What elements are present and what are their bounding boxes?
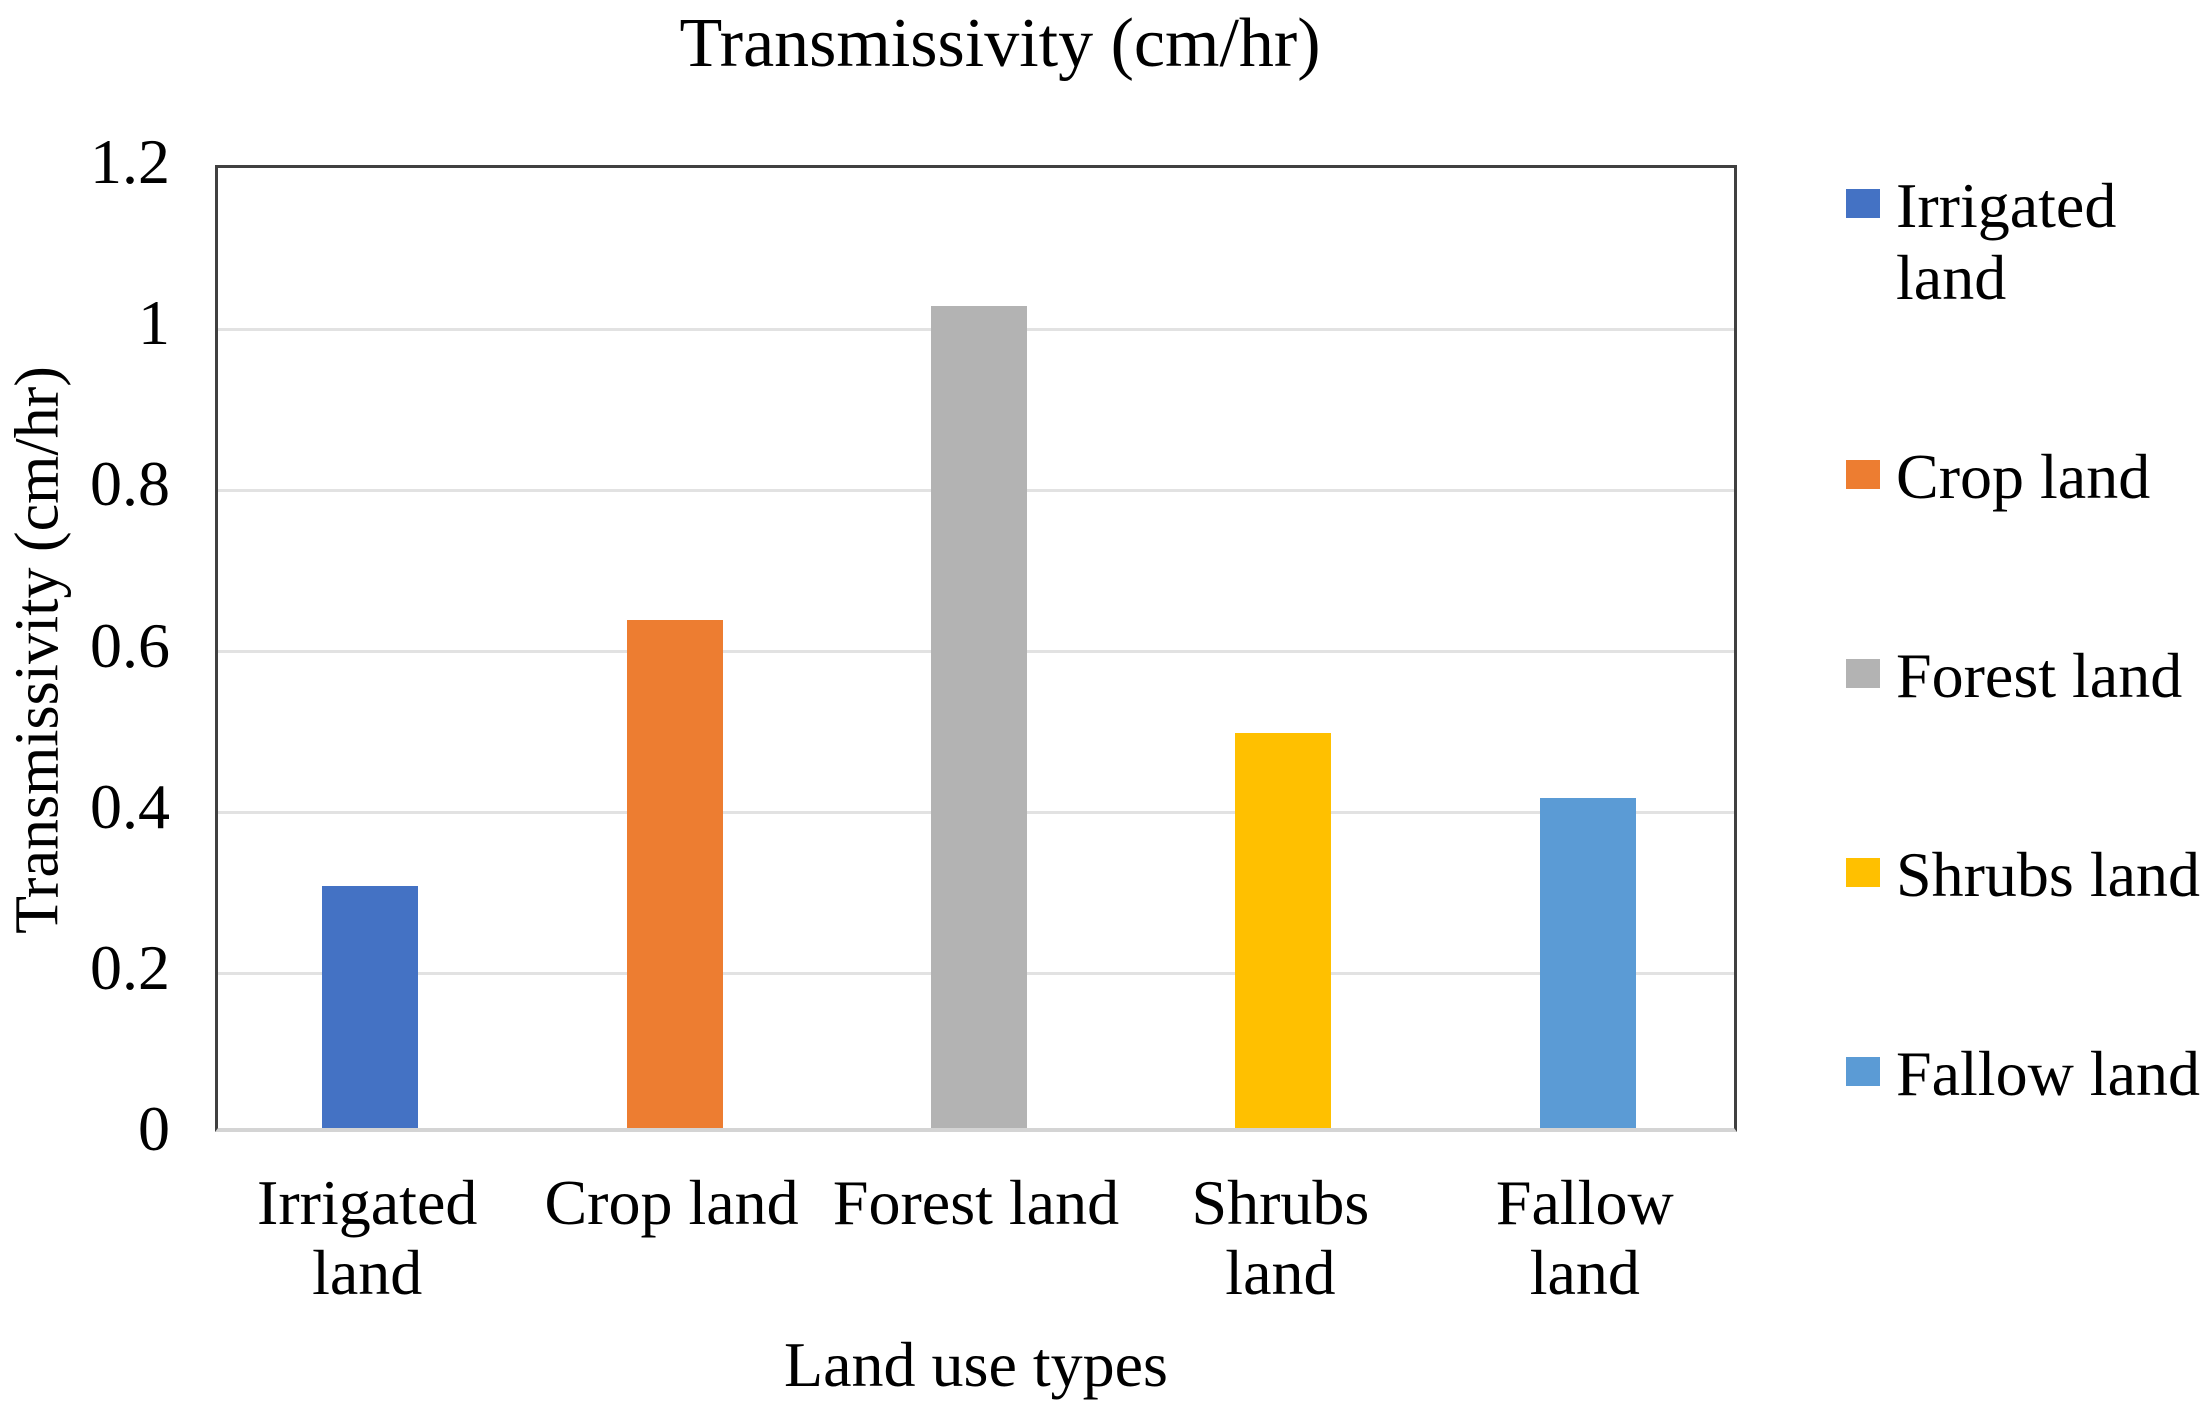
chart-title: Transmissivity (cm/hr) (679, 5, 1321, 82)
legend: Irrigated land Crop land Forest land Shrubs… (1846, 170, 2206, 1110)
bar-irrigated-land (322, 886, 419, 1128)
legend-marker-crop-land (1846, 459, 1880, 489)
x-axis-title: Land use types (784, 1329, 1168, 1400)
legend-label: Crop land (1896, 440, 2151, 512)
y-tick-label-0.6: 0.6 (90, 609, 170, 681)
legend-label: Shrubs land (1896, 839, 2200, 911)
y-tick-label-0.2: 0.2 (90, 931, 170, 1003)
bar-forest-land (931, 306, 1027, 1128)
y-tick-label-0.8: 0.8 (90, 448, 170, 520)
legend-entry-forest-land: Forest land (1846, 640, 2206, 712)
bar-fallow-land (1539, 797, 1636, 1128)
y-tick-label-1: 1 (138, 287, 170, 359)
legend-entry-crop-land: Crop land (1846, 441, 2206, 513)
x-tick-label-irrigated-land: Irrigated land (257, 1167, 478, 1309)
bar-crop-land (626, 620, 723, 1128)
y-tick-label-0.4: 0.4 (90, 770, 170, 842)
x-tick-label-fallow-land: Fallow land (1495, 1167, 1674, 1309)
legend-entry-fallow-land: Fallow land (1846, 1038, 2206, 1110)
y-tick-label-1.2: 1.2 (90, 126, 170, 198)
legend-entry-shrubs-land: Shrubs land (1846, 839, 2206, 911)
legend-marker-irrigated-land (1846, 189, 1880, 218)
x-tick-label-forest-land: Forest land (832, 1167, 1120, 1238)
legend-marker-shrubs-land (1846, 858, 1880, 888)
legend-entry-irrigated-land: Irrigated land (1846, 170, 2206, 313)
legend-marker-fallow-land (1846, 1057, 1880, 1087)
y-tick-label-0: 0 (138, 1093, 170, 1165)
legend-label: Irrigated land (1896, 170, 2117, 313)
x-tick-label-crop-land: Crop land (544, 1167, 799, 1238)
plot-area (215, 165, 1737, 1132)
x-tick-label-shrubs-land: Shrubs land (1191, 1167, 1370, 1309)
bar-shrubs-land (1235, 733, 1332, 1128)
legend-label: Fallow land (1896, 1038, 2200, 1110)
legend-label: Forest land (1896, 639, 2183, 711)
legend-marker-forest-land (1846, 658, 1880, 688)
